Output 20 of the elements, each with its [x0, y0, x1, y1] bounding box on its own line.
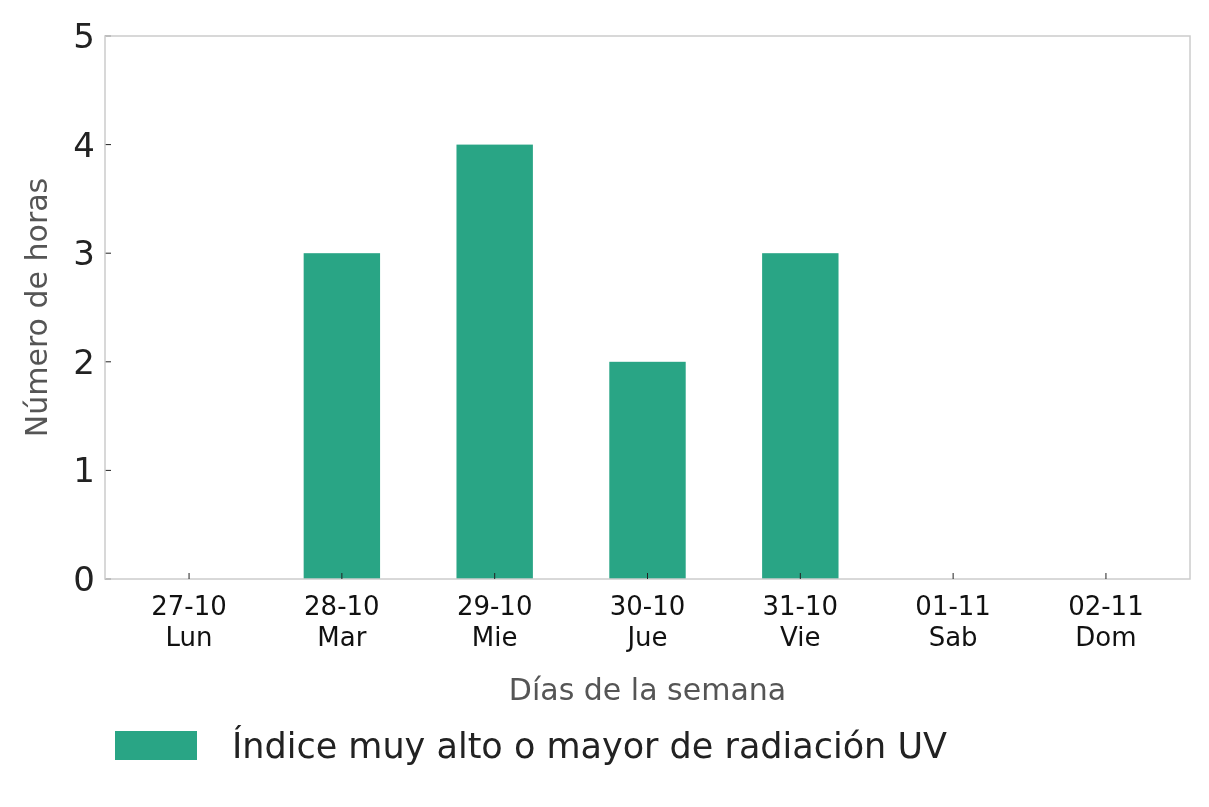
x-tick-label: 29-10 Mie	[456, 591, 533, 652]
x-axis-title: Días de la semana	[508, 672, 787, 707]
bar	[303, 253, 381, 579]
y-tick-label: 4	[73, 124, 95, 165]
x-tick-label: 28-10 Mar	[304, 591, 380, 652]
legend-label: Índice muy alto o mayor de radiación UV	[232, 725, 948, 767]
y-axis-title: Número de horas	[19, 177, 54, 438]
x-tick-label: 27-10 Lun	[151, 591, 227, 652]
y-tick-label: 3	[73, 233, 95, 274]
y-tick-label: 0	[73, 558, 95, 599]
x-tick-label: 30-10 Jue	[609, 591, 686, 652]
bar	[456, 144, 533, 579]
y-tick-label: 5	[73, 15, 95, 56]
y-tick-label: 1	[73, 450, 95, 491]
x-tick-label: 02-11 Dom	[1068, 591, 1144, 652]
bar	[609, 361, 686, 579]
x-tick-label: 31-10 Vie	[762, 591, 839, 652]
bar	[762, 253, 839, 579]
x-tick-label: 01-11 Sab	[915, 591, 991, 652]
y-tick-label: 2	[73, 341, 95, 382]
